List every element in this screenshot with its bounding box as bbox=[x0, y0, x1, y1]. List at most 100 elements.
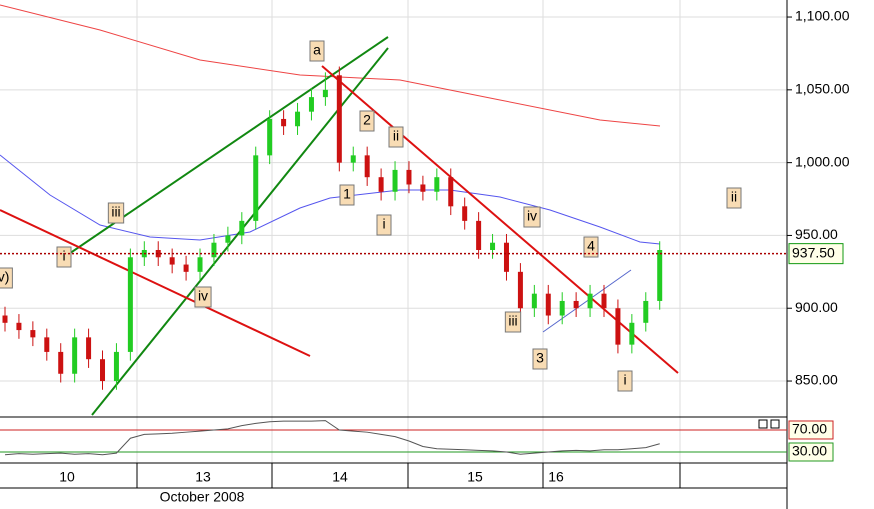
close-button[interactable] bbox=[770, 419, 780, 429]
candle-body bbox=[30, 330, 36, 338]
candle-body bbox=[16, 322, 22, 331]
level-box bbox=[788, 442, 834, 462]
wave-label: 2 bbox=[363, 112, 371, 128]
wave-label-box bbox=[339, 184, 355, 206]
x-tick-label: 16 bbox=[548, 469, 564, 485]
fast-average bbox=[0, 154, 661, 245]
candle-body bbox=[615, 308, 621, 345]
candle-body bbox=[503, 242, 509, 272]
candle-body bbox=[322, 89, 328, 98]
candle-body bbox=[72, 337, 78, 374]
last-price-box bbox=[788, 243, 844, 265]
candle-body bbox=[113, 351, 119, 382]
wave-label-box bbox=[359, 110, 375, 132]
candle-body bbox=[308, 97, 314, 112]
candle-body bbox=[462, 206, 468, 221]
wave-label: iii bbox=[111, 204, 120, 220]
candle-body bbox=[378, 177, 384, 192]
candle-body bbox=[448, 177, 454, 207]
wave-label-box bbox=[309, 40, 325, 62]
candle-body bbox=[559, 300, 565, 316]
wave-label-box bbox=[388, 126, 404, 148]
x-tick-label: 14 bbox=[332, 469, 348, 485]
wave-label: i bbox=[623, 372, 626, 388]
wave-label: i bbox=[62, 248, 65, 264]
y-tick-label: 850.00 bbox=[795, 372, 838, 388]
candle-body bbox=[392, 169, 398, 192]
x-tick-label: 15 bbox=[467, 469, 483, 485]
candle-body bbox=[253, 155, 259, 221]
wave-label: iv bbox=[198, 288, 208, 304]
candle-body bbox=[490, 242, 496, 250]
trend-line bbox=[0, 209, 311, 357]
candle-body bbox=[657, 249, 663, 301]
y-tick-label: 900.00 bbox=[795, 299, 838, 315]
candle-body bbox=[2, 315, 8, 323]
wave-label-box bbox=[504, 311, 522, 333]
wave-label-box bbox=[523, 206, 541, 228]
candle-body bbox=[281, 118, 287, 127]
y-tick-label: 950.00 bbox=[795, 226, 838, 242]
candle-body bbox=[58, 351, 64, 374]
wave-label: i bbox=[382, 216, 385, 232]
candle-body bbox=[155, 249, 161, 258]
wave-label-box bbox=[56, 246, 72, 268]
candle-body bbox=[545, 293, 551, 316]
candle-body bbox=[420, 184, 426, 192]
x-tick-label: 13 bbox=[195, 469, 211, 485]
wave-label-box bbox=[0, 267, 13, 289]
candle-body bbox=[183, 264, 189, 272]
candle-body bbox=[169, 257, 175, 265]
candle-body bbox=[127, 257, 133, 352]
x-tick-label: 10 bbox=[59, 469, 75, 485]
candle-body bbox=[517, 271, 523, 309]
wave-label-box bbox=[107, 202, 125, 224]
y-tick-label: 30.00 bbox=[792, 443, 827, 459]
candle-body bbox=[44, 337, 50, 352]
candles bbox=[2, 66, 663, 390]
wave-label-box bbox=[617, 370, 633, 392]
candle-body bbox=[406, 169, 412, 185]
candle-body bbox=[587, 293, 593, 309]
candle-body bbox=[350, 155, 356, 163]
candle-body bbox=[86, 337, 92, 360]
candle-body bbox=[531, 293, 537, 309]
oscillator-line bbox=[4, 420, 660, 456]
y-tick-label: 70.00 bbox=[792, 421, 827, 437]
wave-label: 4 bbox=[587, 238, 595, 254]
maximize-button[interactable] bbox=[758, 419, 768, 429]
trend-line bbox=[542, 269, 632, 333]
candle-body bbox=[295, 111, 301, 127]
candle-body bbox=[267, 118, 273, 156]
month-label: October 2008 bbox=[160, 489, 245, 505]
wave-label-box bbox=[583, 236, 599, 258]
last-price-label: 937.50 bbox=[792, 244, 835, 260]
slow-average bbox=[0, 4, 661, 127]
wave-label: iii bbox=[508, 313, 517, 329]
candle-body bbox=[336, 75, 342, 163]
wave-label: a bbox=[313, 42, 321, 58]
candle-body bbox=[476, 220, 482, 250]
wave-label: ii bbox=[393, 128, 399, 144]
candle-body bbox=[601, 293, 607, 309]
wave-label: iv) bbox=[0, 269, 9, 285]
candle-body bbox=[197, 257, 203, 272]
candle-body bbox=[211, 242, 217, 258]
candle-body bbox=[364, 155, 370, 178]
wave-label: ii bbox=[731, 189, 737, 205]
wave-label-box bbox=[726, 187, 742, 209]
y-tick-label: 1,050.00 bbox=[795, 81, 850, 97]
candle-body bbox=[434, 177, 440, 192]
candle-body bbox=[239, 220, 245, 236]
wave-label-box bbox=[376, 214, 392, 236]
level-box bbox=[788, 420, 834, 440]
wave-label: 3 bbox=[536, 350, 544, 366]
wave-label: 1 bbox=[343, 186, 351, 202]
candle-body bbox=[225, 235, 231, 243]
y-tick-label: 1,000.00 bbox=[795, 153, 850, 169]
candle-body bbox=[629, 322, 635, 345]
candle-body bbox=[100, 359, 106, 382]
